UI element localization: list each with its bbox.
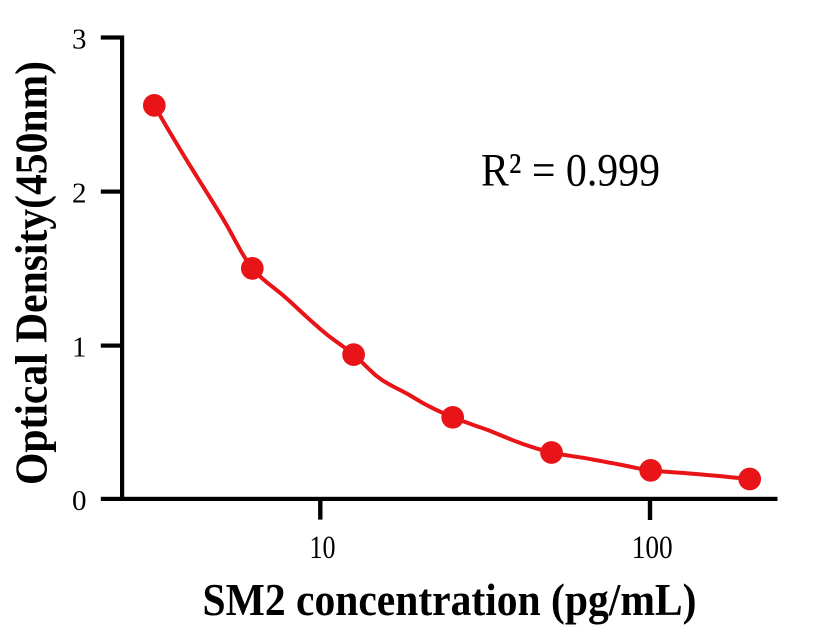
svg-text:R² = 0.999: R² = 0.999 [481, 144, 660, 196]
svg-text:SM2 concentration (pg/mL): SM2 concentration (pg/mL) [203, 574, 697, 625]
svg-text:100: 100 [632, 530, 673, 566]
svg-text:2: 2 [72, 178, 87, 210]
svg-text:Optical Density(450nm): Optical Density(450nm) [6, 61, 57, 485]
svg-text:10: 10 [310, 530, 336, 566]
svg-text:1: 1 [72, 332, 87, 364]
svg-text:0: 0 [72, 485, 87, 517]
svg-text:3: 3 [72, 23, 87, 55]
